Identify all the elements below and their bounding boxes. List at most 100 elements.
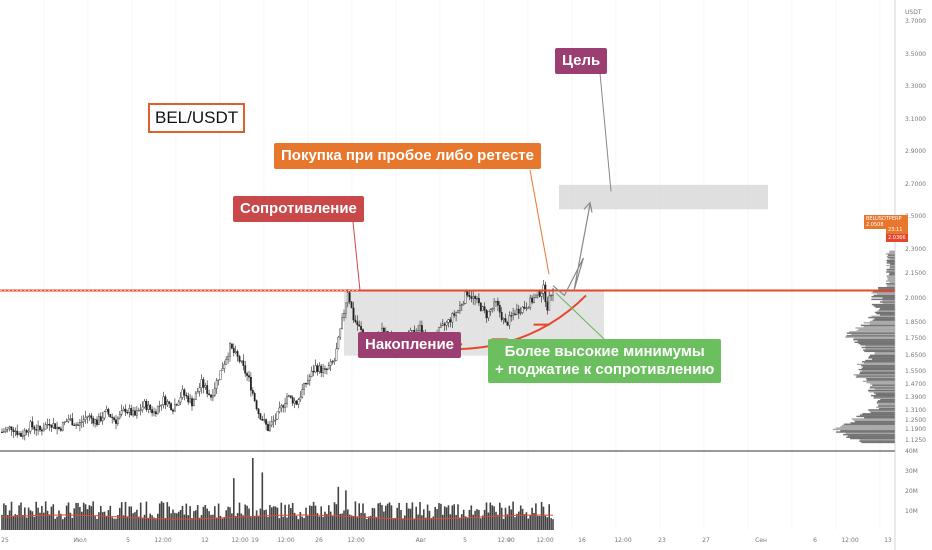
candle xyxy=(519,307,522,316)
candle xyxy=(166,399,169,407)
price-axis-label: 1.7500 xyxy=(905,335,926,343)
volume-bar xyxy=(238,502,241,530)
candle xyxy=(77,421,79,427)
candle xyxy=(240,360,243,364)
candle xyxy=(307,374,309,385)
volume-bar xyxy=(111,517,113,530)
candle xyxy=(202,376,205,394)
candle xyxy=(459,301,461,315)
time-axis-label: 6 xyxy=(813,537,817,544)
candle xyxy=(227,352,229,364)
higher-lows-pointer xyxy=(555,292,605,340)
candle xyxy=(44,421,47,430)
volume-bar xyxy=(347,509,349,530)
candle xyxy=(109,414,112,418)
volume-bar xyxy=(305,507,307,530)
volume-bar xyxy=(88,505,91,530)
volume-bar xyxy=(94,516,96,530)
candle xyxy=(249,372,252,397)
candle xyxy=(58,426,60,431)
time-axis-label: 19 xyxy=(251,537,259,544)
candle xyxy=(94,418,97,428)
candle xyxy=(124,404,127,417)
candle xyxy=(135,405,138,419)
candle xyxy=(246,371,248,381)
candle xyxy=(80,415,83,428)
volume-bar xyxy=(299,511,302,530)
volume-bar xyxy=(79,506,81,530)
candle xyxy=(208,389,210,396)
candle xyxy=(327,362,330,370)
candle xyxy=(343,309,345,322)
volume-bar xyxy=(339,513,341,530)
projection-arrow xyxy=(552,201,593,297)
volume-bar xyxy=(27,507,30,530)
candle xyxy=(111,413,114,424)
volume-bar xyxy=(229,507,231,530)
volume-bar xyxy=(404,515,406,530)
candle xyxy=(504,313,507,323)
volume-bar xyxy=(246,505,248,530)
volume-bar xyxy=(405,502,408,530)
volume-bar xyxy=(276,507,279,530)
volume-bar xyxy=(158,503,161,530)
candle xyxy=(489,308,492,316)
volume-bar xyxy=(392,518,395,530)
candle xyxy=(337,335,340,350)
volume-bar xyxy=(345,490,347,530)
volume-bar xyxy=(286,517,288,530)
time-axis-label: 13 xyxy=(884,537,892,544)
volume-bar xyxy=(544,515,547,530)
candle xyxy=(274,413,277,426)
volume-bar xyxy=(280,502,283,530)
volume-bar xyxy=(548,504,550,530)
volume-bar xyxy=(447,505,450,530)
volume-bar xyxy=(252,458,254,530)
candle xyxy=(183,388,186,401)
volume-bar xyxy=(193,511,195,530)
candle xyxy=(257,408,260,419)
time-axis-label: 12:00 xyxy=(536,537,554,544)
volume-bar xyxy=(472,514,474,530)
candle xyxy=(143,398,146,409)
candle xyxy=(329,358,332,371)
volume-bar xyxy=(155,519,157,530)
price-axis-label: 1.4700 xyxy=(905,380,926,388)
candle xyxy=(41,427,43,436)
volume-bar xyxy=(160,501,163,530)
higher-lows-curve xyxy=(457,294,587,351)
price-axis-label: 3.5000 xyxy=(905,50,926,58)
candle xyxy=(219,370,222,380)
candle xyxy=(145,398,148,412)
volume-bar xyxy=(466,518,469,530)
candle xyxy=(105,405,108,413)
candle xyxy=(82,415,85,428)
volume-bar xyxy=(12,515,15,530)
candle xyxy=(476,296,478,304)
candle xyxy=(540,291,543,303)
volume-bar xyxy=(386,503,389,530)
candle xyxy=(204,382,207,390)
volume-bar xyxy=(48,514,51,530)
volume-bar xyxy=(234,516,237,530)
volume-bar xyxy=(54,518,56,530)
volume-profile xyxy=(832,250,895,444)
candle xyxy=(449,317,452,328)
candle xyxy=(99,412,102,423)
candle xyxy=(29,419,32,434)
volume-bar xyxy=(459,517,461,530)
volume-bar xyxy=(500,507,503,530)
volume-bar xyxy=(390,505,393,530)
candle xyxy=(213,382,216,397)
price-axis-label: 2.7000 xyxy=(905,180,926,188)
volume-bar xyxy=(153,517,155,530)
volume-bar xyxy=(176,513,178,530)
volume-bar xyxy=(514,517,516,530)
candle xyxy=(115,415,117,430)
candle xyxy=(158,400,161,413)
volume-bar xyxy=(255,510,258,530)
candle xyxy=(48,419,51,432)
volume-bar xyxy=(219,515,222,530)
volume-bar xyxy=(442,514,444,530)
